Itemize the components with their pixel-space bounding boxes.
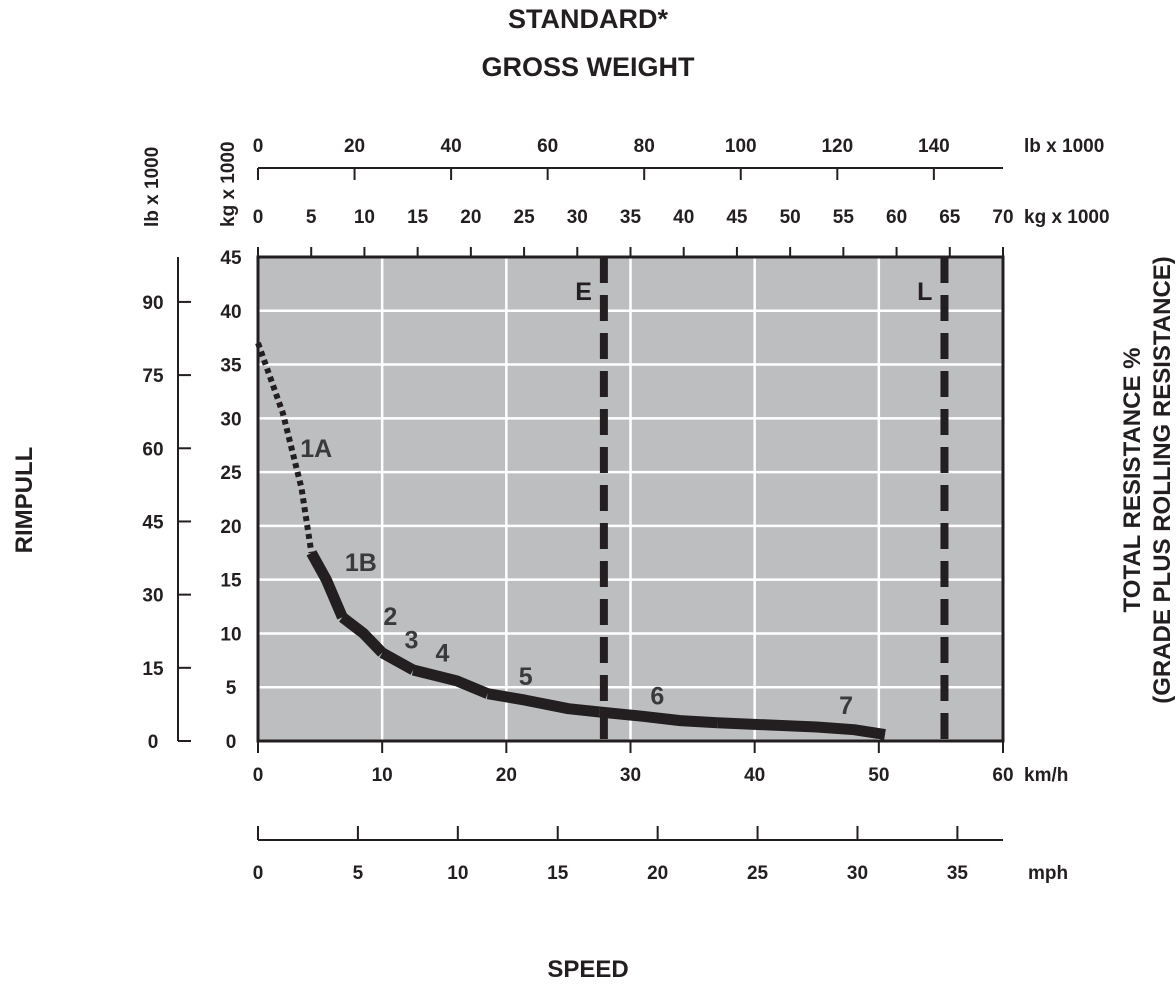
top-lb-axis-tick-label-20: 20: [344, 136, 365, 157]
left-kg-axis-tick-label-15: 15: [220, 571, 242, 592]
left-kg-axis-tick-label-40: 40: [220, 302, 241, 323]
top-lb-axis-tick-label-140: 140: [918, 136, 950, 157]
top-kg-axis-tick-label-0: 0: [253, 207, 264, 228]
kmh-axis-tick-label-30: 30: [620, 765, 641, 786]
top-lb-axis-tick-label-100: 100: [725, 136, 757, 157]
top-lb-axis-tick-label-80: 80: [634, 136, 655, 157]
kmh-unit-label: km/h: [1024, 765, 1068, 786]
left-axis-title: RIMPULL: [11, 447, 38, 554]
top-kg-unit-label: kg x 1000: [1024, 207, 1110, 228]
top-kg-axis-tick-label-35: 35: [620, 207, 642, 228]
top-kg-axis-tick-label-45: 45: [726, 207, 748, 228]
top-lb-axis-tick-label-0: 0: [253, 136, 264, 157]
left-lb-axis: 0 15 30 45 60 75 90: [142, 257, 191, 753]
weight-line-label-e: E: [575, 278, 592, 306]
kmh-axis-tick-label-40: 40: [744, 765, 765, 786]
top-lb-axis-tick-label-60: 60: [537, 136, 558, 157]
right-axis-title-line-2: (GRADE PLUS ROLLING RESISTANCE): [1149, 256, 1176, 704]
bottom-kmh-axis: 0 10 20 30 40 50 60: [253, 741, 1014, 786]
series-line-3: [379, 647, 416, 675]
mph-axis-tick-label-5: 5: [353, 863, 364, 884]
top-kg-axis-tick-label-20: 20: [460, 207, 481, 228]
series-line-5: [486, 688, 601, 718]
mph-axis-tick-label-20: 20: [647, 863, 668, 884]
left-kg-axis-tick-label-20: 20: [220, 517, 241, 538]
series-group: [255, 341, 886, 740]
series-line-6: [598, 706, 718, 729]
weight-line-label-l: L: [917, 278, 932, 306]
left-kg-axis-tick-label-25: 25: [220, 463, 242, 484]
mph-axis-tick-label-25: 25: [747, 863, 769, 884]
left-kg-axis-tick-label-0: 0: [226, 732, 237, 753]
left-kg-axis: 0 5 10 15 20 25 30 35 40 45: [220, 248, 242, 753]
mph-axis-tick-label-30: 30: [847, 863, 868, 884]
chart-title-line-1: STANDARD*: [508, 4, 668, 34]
grid-lines: [258, 257, 1003, 741]
left-lb-axis-tick-label-30: 30: [142, 586, 163, 607]
gear-label-1a: 1A: [300, 435, 332, 463]
left-lb-axis-tick-label-90: 90: [142, 293, 163, 314]
mph-axis-tick-label-35: 35: [947, 863, 969, 884]
top-kg-axis-tick-label-5: 5: [306, 207, 317, 228]
left-kg-axis-tick-label-30: 30: [220, 409, 241, 430]
top-lb-axis-tick-label-120: 120: [821, 136, 853, 157]
mph-unit-label: mph: [1028, 863, 1068, 884]
series-line-1a: [255, 341, 315, 554]
gear-label-2: 2: [383, 603, 397, 631]
series-line-1b: [306, 550, 348, 620]
mph-axis-tick-label-0: 0: [253, 863, 264, 884]
gear-label-1b: 1B: [345, 549, 377, 577]
kmh-axis-tick-label-10: 10: [372, 765, 393, 786]
top-kg-axis-tick-label-55: 55: [833, 207, 855, 228]
gear-label-3: 3: [405, 627, 419, 655]
top-kg-axis-tick-label-15: 15: [407, 207, 429, 228]
gear-label-7: 7: [839, 692, 853, 720]
top-kg-axis-tick-label-40: 40: [673, 207, 694, 228]
top-kg-axis-tick-label-30: 30: [567, 207, 588, 228]
gear-label-6: 6: [650, 682, 664, 710]
gear-label-4: 4: [436, 639, 450, 667]
left-lb-axis-tick-label-15: 15: [142, 659, 164, 680]
top-kg-axis-tick-label-60: 60: [886, 207, 907, 228]
top-kg-axis-tick-label-10: 10: [354, 207, 375, 228]
left-kg-axis-tick-label-35: 35: [220, 356, 242, 377]
left-kg-unit-label: kg x 1000: [218, 141, 239, 227]
bottom-mph-axis: 0 5 10 15 20 25 30 35: [253, 826, 1003, 884]
top-lb-unit-label: lb x 1000: [1024, 136, 1104, 157]
gear-label-5: 5: [519, 663, 533, 691]
series-line-2: [339, 612, 387, 657]
top-kg-axis-tick-label-70: 70: [992, 207, 1013, 228]
kmh-axis-tick-label-0: 0: [253, 765, 264, 786]
top-kg-axis: 0 5 10 15 20 25 30 35 40 45 50 55 60 65 70: [253, 207, 1014, 257]
mph-axis-tick-label-10: 10: [447, 863, 468, 884]
chart-title-line-2: GROSS WEIGHT: [481, 52, 695, 82]
left-kg-axis-tick-label-45: 45: [220, 248, 242, 269]
x-axis-title: SPEED: [547, 956, 628, 983]
left-kg-axis-tick-label-10: 10: [220, 624, 241, 645]
right-axis-title-line-1: TOTAL RESISTANCE %: [1119, 348, 1146, 613]
top-kg-axis-tick-label-50: 50: [780, 207, 801, 228]
series-line-7: [717, 717, 886, 740]
kmh-axis-tick-label-60: 60: [992, 765, 1013, 786]
top-lb-axis-tick-label-40: 40: [441, 136, 462, 157]
left-lb-unit-label: lb x 1000: [142, 147, 163, 227]
left-lb-axis-tick-label-0: 0: [148, 732, 159, 753]
left-lb-axis-tick-label-75: 75: [142, 366, 164, 387]
top-lb-axis: 0 20 40 60 80 100 120 140: [253, 136, 1003, 180]
left-lb-axis-tick-label-45: 45: [142, 512, 164, 533]
kmh-axis-tick-label-50: 50: [868, 765, 889, 786]
top-kg-axis-tick-label-65: 65: [939, 207, 961, 228]
top-kg-axis-tick-label-25: 25: [514, 207, 536, 228]
series-line-4: [411, 664, 490, 699]
left-kg-axis-tick-label-5: 5: [226, 678, 237, 699]
mph-axis-tick-label-15: 15: [547, 863, 569, 884]
left-lb-axis-tick-label-60: 60: [142, 439, 163, 460]
kmh-axis-tick-label-20: 20: [496, 765, 517, 786]
